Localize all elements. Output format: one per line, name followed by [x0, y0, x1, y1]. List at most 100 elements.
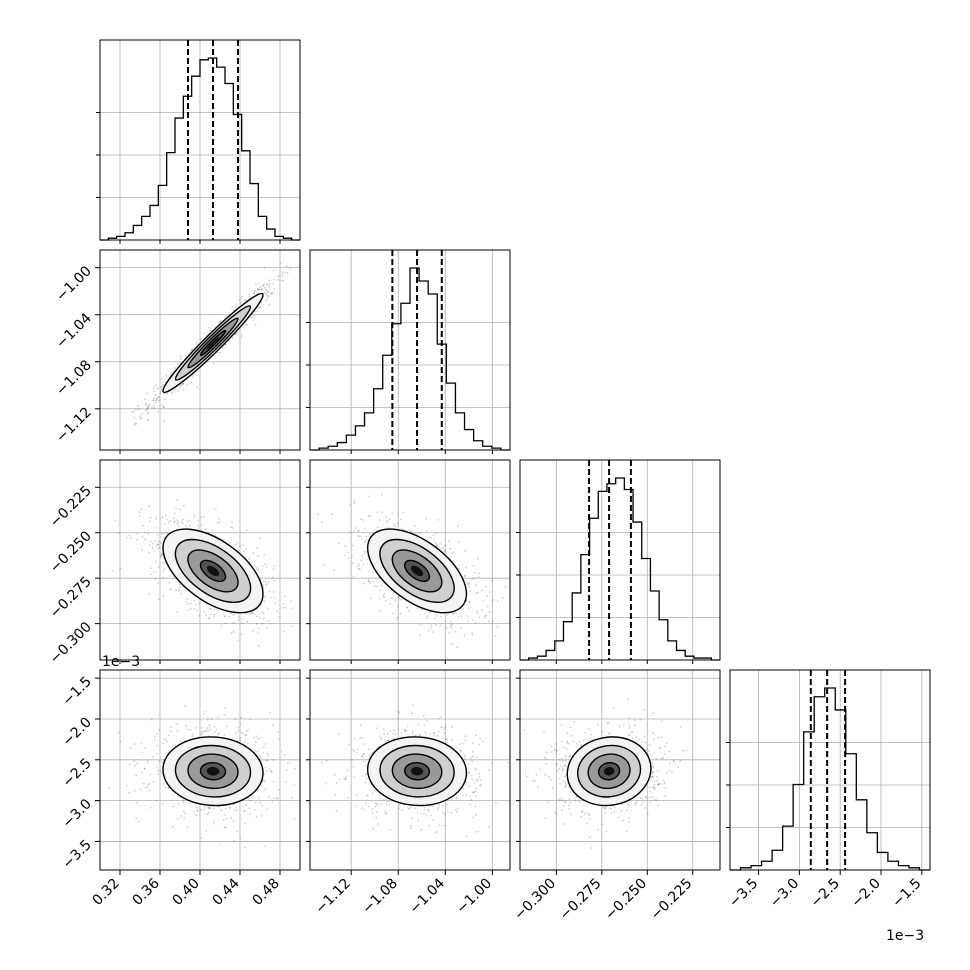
sample-point — [171, 805, 173, 807]
sample-point — [468, 582, 470, 585]
sample-point — [250, 611, 253, 614]
sample-point — [135, 408, 137, 411]
sample-point — [183, 801, 185, 804]
sample-point — [147, 404, 150, 407]
sample-point — [182, 382, 185, 385]
sample-point — [445, 627, 448, 630]
sample-point — [209, 805, 211, 808]
sample-point — [166, 532, 169, 535]
sample-point — [368, 581, 371, 583]
sample-point — [461, 742, 464, 745]
sample-point — [460, 615, 463, 618]
sample-point — [214, 730, 217, 733]
sample-point — [233, 820, 235, 823]
sample-point — [277, 279, 280, 281]
sample-point — [225, 725, 228, 728]
sample-point — [378, 589, 381, 592]
sample-point — [353, 500, 356, 503]
sample-point — [664, 745, 666, 748]
sample-point — [140, 508, 143, 511]
sample-point — [193, 514, 196, 517]
sample-point — [400, 731, 403, 734]
sample-point — [171, 825, 174, 828]
sample-point — [181, 520, 184, 523]
sample-point — [172, 577, 175, 580]
sample-point — [177, 803, 179, 805]
sample-point — [362, 563, 365, 566]
sample-point — [156, 397, 158, 400]
sample-point — [507, 761, 510, 764]
sample-point — [427, 615, 430, 618]
sample-point — [153, 570, 156, 573]
sample-point — [429, 611, 432, 614]
sample-point — [396, 710, 399, 713]
sample-point — [160, 555, 163, 557]
sample-point — [351, 544, 354, 547]
histogram-step — [730, 687, 930, 871]
sample-point — [325, 760, 328, 762]
sample-point — [213, 807, 216, 810]
sample-point — [144, 404, 147, 407]
sample-point — [200, 731, 203, 733]
sample-point — [186, 520, 189, 523]
sample-point — [220, 624, 223, 627]
sample-point — [578, 740, 581, 743]
sample-point — [392, 612, 394, 615]
sample-point — [394, 599, 397, 602]
sample-point — [466, 615, 469, 618]
sample-point — [211, 529, 214, 532]
sample-point — [293, 784, 296, 787]
sample-point — [357, 748, 359, 751]
sample-point — [396, 522, 399, 525]
sample-point — [213, 615, 215, 618]
sample-point — [222, 538, 225, 541]
sample-point — [426, 719, 429, 722]
sample-point — [155, 799, 158, 802]
sample-point — [243, 298, 246, 301]
sample-point — [232, 621, 235, 624]
sample-point — [393, 523, 395, 526]
sample-point — [156, 732, 159, 735]
sample-point — [447, 540, 450, 543]
sample-point — [204, 830, 207, 832]
sample-point — [465, 835, 468, 838]
sample-point — [368, 533, 371, 535]
sample-point — [399, 612, 402, 615]
sample-point — [395, 597, 398, 600]
sample-point — [134, 764, 136, 767]
sample-point — [215, 728, 218, 731]
sample-point — [203, 806, 206, 808]
sample-point — [362, 753, 365, 755]
sample-point — [475, 787, 477, 790]
panels-layer: 0.32 0.36 0.40 0.44 0.48 −1.12 −1.08 −1.04 −1.00… — [47, 39, 931, 944]
sample-point — [468, 601, 471, 604]
sample-point — [388, 518, 391, 521]
sample-point — [148, 592, 151, 595]
sample-point — [567, 742, 570, 745]
sample-point — [156, 410, 159, 413]
sample-point — [246, 621, 249, 623]
sample-point — [137, 820, 140, 823]
sample-point — [660, 736, 663, 738]
sample-point — [265, 293, 268, 296]
sample-point — [418, 624, 421, 626]
sample-point — [337, 733, 340, 736]
sample-point — [248, 613, 251, 615]
sample-point — [365, 772, 368, 775]
axes-frame — [519, 459, 721, 661]
sample-point — [463, 634, 466, 637]
sample-point — [434, 832, 437, 834]
sample-point — [267, 580, 270, 583]
sample-point — [219, 520, 222, 523]
sample-point — [393, 729, 395, 732]
sample-point — [672, 760, 675, 763]
sample-point — [118, 532, 121, 535]
sample-point — [264, 595, 267, 598]
sample-point — [268, 303, 271, 306]
density-band — [206, 766, 220, 776]
sample-point — [367, 578, 370, 581]
sample-point — [450, 739, 453, 742]
sample-point — [149, 540, 152, 543]
sample-point — [165, 740, 168, 743]
sample-point — [302, 613, 304, 615]
